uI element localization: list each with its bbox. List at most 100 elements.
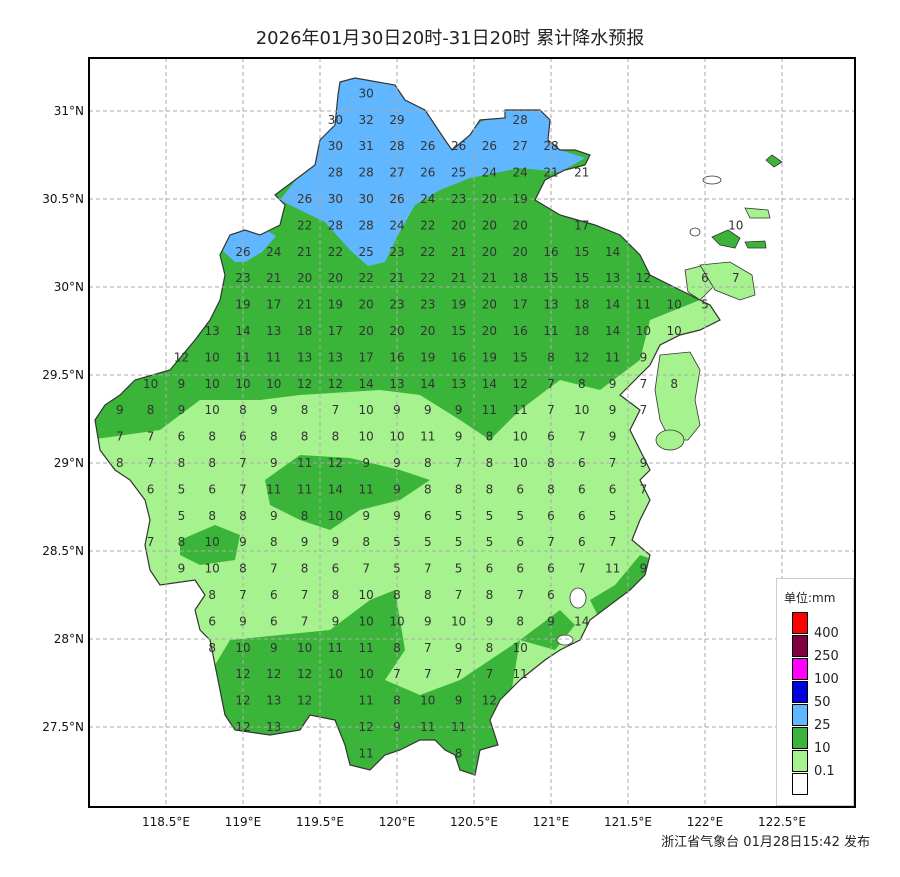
grid-value: 9 — [424, 403, 432, 417]
grid-value: 20 — [482, 324, 497, 338]
grid-value: 17 — [513, 298, 528, 312]
grid-value: 9 — [455, 430, 463, 444]
grid-value: 21 — [389, 271, 404, 285]
grid-value: 11 — [543, 324, 558, 338]
grid-value: 9 — [640, 456, 648, 470]
grid-value: 10 — [728, 218, 743, 232]
legend-label: 100 — [814, 672, 839, 687]
grid-value: 8 — [486, 456, 494, 470]
grid-value: 7 — [578, 562, 586, 576]
grid-value: 12 — [482, 694, 497, 708]
grid-value: 17 — [359, 350, 374, 364]
grid-value: 7 — [640, 403, 648, 417]
grid-value: 12 — [235, 720, 250, 734]
grid-value: 6 — [516, 562, 524, 576]
grid-value: 20 — [482, 218, 497, 232]
legend-swatch — [792, 612, 808, 634]
grid-value: 12 — [235, 694, 250, 708]
grid-value: 8 — [270, 535, 278, 549]
grid-value: 9 — [393, 403, 401, 417]
grid-value: 7 — [547, 377, 555, 391]
grid-value: 22 — [420, 271, 435, 285]
grid-value: 15 — [451, 324, 466, 338]
grid-value: 8 — [332, 430, 340, 444]
grid-value: 10 — [359, 667, 374, 681]
grid-value: 8 — [516, 614, 524, 628]
grid-value: 12 — [328, 456, 343, 470]
grid-value: 14 — [359, 377, 374, 391]
grid-value: 9 — [640, 350, 648, 364]
grid-value: 11 — [328, 641, 343, 655]
grid-value: 5 — [393, 562, 401, 576]
grid-value: 7 — [393, 667, 401, 681]
grid-value: 13 — [328, 350, 343, 364]
grid-value: 21 — [451, 271, 466, 285]
grid-value: 9 — [640, 562, 648, 576]
grid-value: 11 — [513, 403, 528, 417]
grid-value: 9 — [178, 403, 186, 417]
grid-value: 8 — [239, 562, 247, 576]
grid-value: 14 — [420, 377, 435, 391]
grid-value: 23 — [451, 192, 466, 206]
grid-value: 24 — [389, 218, 404, 232]
grid-value: 26 — [420, 166, 435, 180]
grid-value: 28 — [359, 218, 374, 232]
lat-tick-label: 31°N — [54, 104, 84, 118]
grid-value: 10 — [451, 614, 466, 628]
grid-value: 23 — [420, 298, 435, 312]
grid-value: 9 — [270, 456, 278, 470]
legend-swatch — [792, 704, 808, 726]
grid-value: 13 — [605, 271, 620, 285]
grid-value: 5 — [516, 509, 524, 523]
grid-value: 8 — [486, 588, 494, 602]
issuer-footer: 浙江省气象台 01月28日15:42 发布 — [661, 835, 870, 850]
grid-value: 8 — [424, 456, 432, 470]
grid-value: 6 — [178, 430, 186, 444]
grid-value: 20 — [389, 324, 404, 338]
fill-level-10-central — [265, 455, 430, 530]
grid-value: 10 — [205, 350, 220, 364]
grid-value: 5 — [424, 535, 432, 549]
grid-value: 28 — [543, 139, 558, 153]
grid-value: 7 — [301, 588, 309, 602]
grid-value: 10 — [667, 324, 682, 338]
grid-value: 8 — [393, 588, 401, 602]
grid-value: 24 — [420, 192, 435, 206]
grid-value: 7 — [239, 588, 247, 602]
grid-value: 20 — [482, 192, 497, 206]
legend-swatch — [792, 635, 808, 657]
grid-value: 7 — [424, 667, 432, 681]
grid-value: 28 — [359, 166, 374, 180]
grid-value: 11 — [605, 350, 620, 364]
grid-value: 23 — [389, 298, 404, 312]
grid-value: 12 — [636, 271, 651, 285]
grid-value: 9 — [393, 509, 401, 523]
grid-value: 17 — [574, 218, 589, 232]
grid-value: 14 — [482, 377, 497, 391]
grid-value: 17 — [266, 298, 281, 312]
grid-value: 7 — [455, 588, 463, 602]
grid-value: 8 — [393, 641, 401, 655]
grid-value: 26 — [451, 139, 466, 153]
grid-value: 10 — [359, 430, 374, 444]
grid-value: 9 — [455, 694, 463, 708]
grid-value: 7 — [486, 667, 494, 681]
grid-value: 9 — [301, 535, 309, 549]
grid-value: 6 — [547, 509, 555, 523]
grid-value: 31 — [359, 139, 374, 153]
grid-value: 26 — [389, 192, 404, 206]
grid-value: 11 — [235, 350, 250, 364]
grid-value: 9 — [455, 403, 463, 417]
grid-value: 9 — [332, 614, 340, 628]
grid-value: 21 — [266, 271, 281, 285]
grid-value: 30 — [359, 86, 374, 100]
grid-value: 20 — [359, 324, 374, 338]
grid-value: 6 — [578, 456, 586, 470]
grid-value: 8 — [301, 430, 309, 444]
grid-value: 10 — [328, 667, 343, 681]
legend-label: 25 — [814, 718, 831, 733]
grid-value: 5 — [486, 535, 494, 549]
grid-value: 9 — [455, 641, 463, 655]
grid-value: 12 — [297, 694, 312, 708]
grid-value: 13 — [451, 377, 466, 391]
